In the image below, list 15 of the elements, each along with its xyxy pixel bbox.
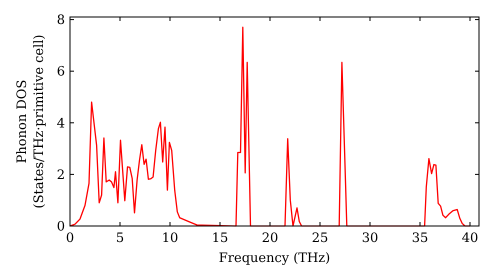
- x-tick-label: 5: [116, 231, 124, 246]
- y-axis-title: Phonon DOS (States/THz·primitive cell): [15, 34, 47, 209]
- y-tick-label: 2: [56, 168, 65, 183]
- x-tick-label: 30: [362, 231, 378, 246]
- x-tick-label: 25: [312, 231, 328, 246]
- y-tick-label: 8: [56, 13, 65, 28]
- x-tick-label: 35: [412, 231, 428, 246]
- x-tick-label: 20: [262, 231, 278, 246]
- x-axis-title: Frequency (THz): [218, 251, 330, 266]
- y-tick-label: 0: [56, 220, 65, 235]
- x-tick-label: 10: [162, 231, 178, 246]
- x-tick-label: 40: [462, 231, 478, 246]
- x-tick-label: 15: [212, 231, 228, 246]
- y-tick-label: 6: [56, 64, 65, 80]
- y-tick-label: 4: [56, 116, 65, 132]
